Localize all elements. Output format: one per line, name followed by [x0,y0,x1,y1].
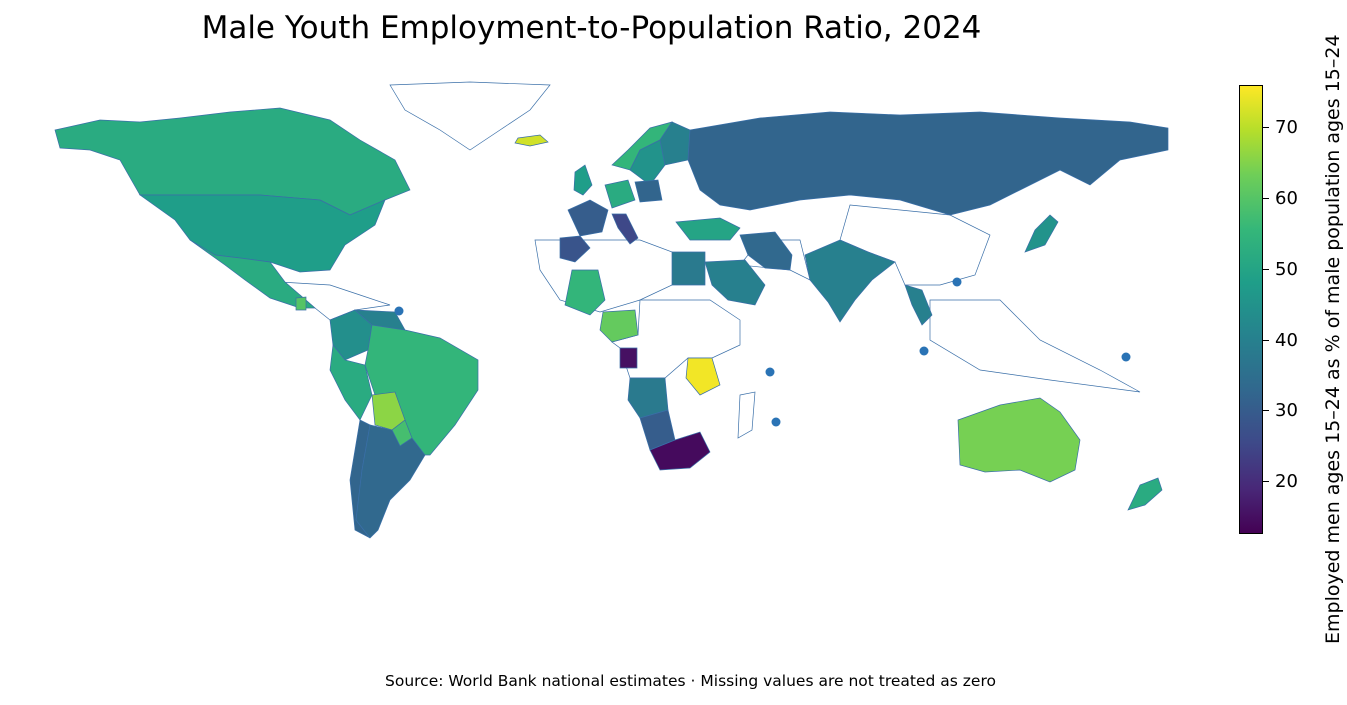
region-tanzania [685,357,721,396]
territory-dot-marker [1121,352,1131,362]
colorbar-label: Employed men ages 15–24 as % of male pop… [1322,34,1344,644]
region-australia [957,397,1081,483]
territory-dot-marker [765,367,775,377]
colorbar [1239,85,1263,534]
region-iran [739,231,793,271]
colorbar-tick-label: 60 [1275,188,1298,210]
region-nigeria [599,309,639,343]
chart-title: Male Youth Employment-to-Population Rati… [201,10,982,46]
region-mexico [189,239,316,309]
region-thailand [904,284,933,326]
colorbar-tick-mark [1263,127,1269,129]
colorbar-tick-label: 70 [1275,117,1298,139]
region-poland [634,179,663,203]
region-turkey [675,217,741,241]
colorbar-tick-label: 30 [1275,400,1298,422]
territory-dot-marker [394,306,404,316]
small-territory-markers [394,277,1131,427]
region-germany [604,179,636,209]
colorbar-tick-label: 50 [1275,258,1298,280]
territory-dot-marker [771,417,781,427]
source-note: Source: World Bank national estimates · … [385,672,996,690]
region-no-data [737,391,756,439]
world-map [54,81,1169,539]
region-south-africa [649,431,711,471]
region-guatemala [295,296,307,311]
region-mali [564,269,606,316]
colorbar-tick-mark [1263,410,1269,412]
colorbar-tick-mark [1263,339,1269,341]
region-united-kingdom [573,164,593,196]
region-canada [54,107,411,216]
colorbar-tick-mark [1263,480,1269,482]
territory-dot-marker [952,277,962,287]
colorbar-tick-label: 40 [1275,329,1298,351]
region-peru [329,344,373,421]
region-brazil [364,324,479,456]
territory-dot-marker [919,346,929,356]
region-iceland [514,134,549,147]
region-gabon [619,347,638,369]
region-argentina [355,424,426,539]
region-egypt [671,251,706,286]
region-saudi-arabia [704,259,766,306]
region-new-zealand [1127,477,1163,511]
region-india [804,239,896,323]
colorbar-tick-mark [1263,268,1269,270]
region-france [567,199,609,237]
region-spain [559,235,591,263]
region-no-data [389,81,551,151]
colorbar-tick-label: 20 [1275,470,1298,492]
region-no-data [929,299,1141,393]
region-japan [1024,214,1059,253]
region-italy [611,213,639,245]
region-russia [687,111,1169,216]
colorbar-tick-mark [1263,198,1269,200]
country-regions [54,81,1169,539]
